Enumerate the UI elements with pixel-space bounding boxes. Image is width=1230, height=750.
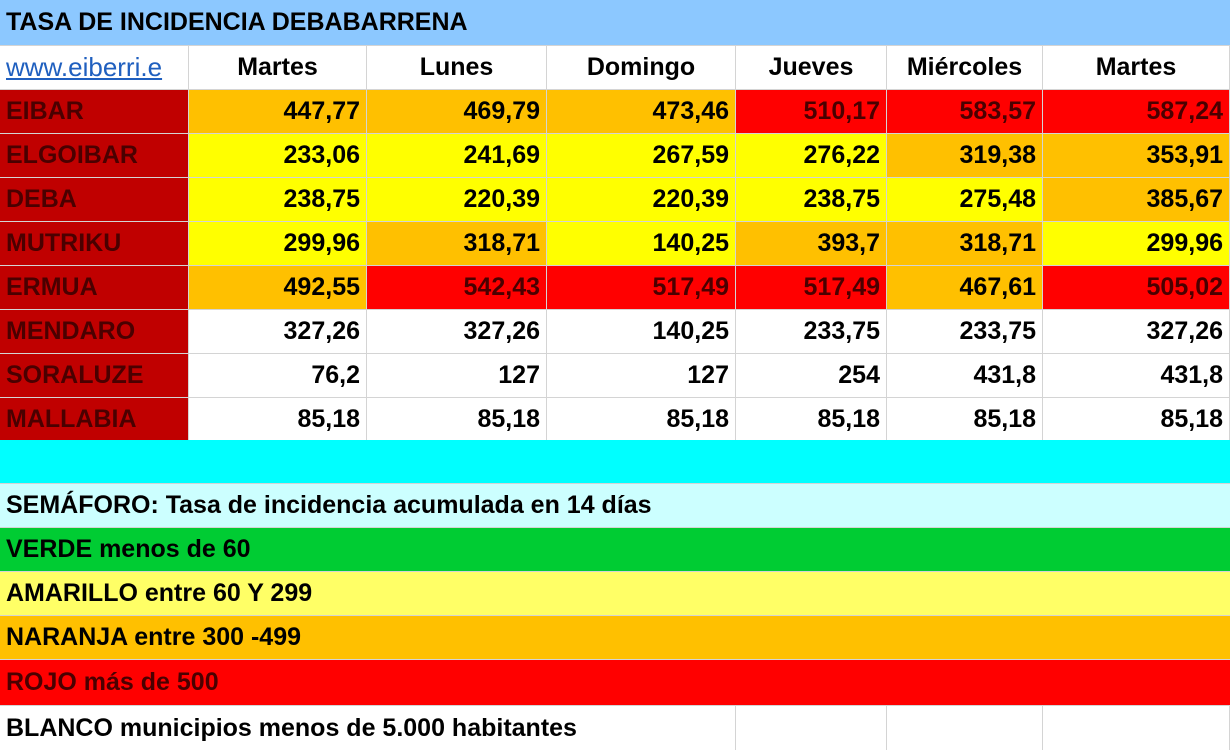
municipality-name: MENDARO [0, 310, 189, 354]
incidence-value: 85,18 [736, 398, 887, 442]
table-row: ERMUA 492,55 542,43 517,49 517,49 467,61 505,0… [0, 266, 1230, 310]
table-row: DEBA 238,75 220,39 220,39 238,75 275,48 385,67 [0, 178, 1230, 222]
legend-naranja-text: NARANJA entre 300 -499 [6, 623, 302, 651]
table-row: EIBAR 447,77 469,79 473,46 510,17 583,57 587,2… [0, 90, 1230, 134]
table-row: SORALUZE 76,2 127 127 254 431,8 431,8 [0, 354, 1230, 398]
incidence-value: 583,57 [887, 90, 1043, 134]
incidence-value: 85,18 [547, 398, 736, 442]
empty-cell [887, 706, 1043, 750]
day-header: Lunes [367, 46, 547, 90]
legend-rojo-text: ROJO más de 500 [6, 668, 219, 696]
separator-row [0, 440, 1230, 484]
day-header: Jueves [736, 46, 887, 90]
incidence-value: 85,18 [887, 398, 1043, 442]
legend-naranja: NARANJA entre 300 -499 [0, 616, 1230, 660]
incidence-value: 233,75 [887, 310, 1043, 354]
incidence-value: 319,38 [887, 134, 1043, 178]
incidence-value: 431,8 [887, 354, 1043, 398]
incidence-value: 220,39 [367, 178, 547, 222]
legend-verde-text: VERDE menos de 60 [6, 535, 251, 563]
legend-blanco-text: BLANCO municipios menos de 5.000 habitan… [0, 706, 736, 750]
incidence-value: 299,96 [189, 222, 367, 266]
legend-verde: VERDE menos de 60 [0, 528, 1230, 572]
municipality-name: MALLABIA [0, 398, 189, 442]
legend-amarillo-text: AMARILLO entre 60 Y 299 [6, 579, 313, 607]
incidence-value: 492,55 [189, 266, 367, 310]
municipality-name: MUTRIKU [0, 222, 189, 266]
incidence-value: 393,7 [736, 222, 887, 266]
header-row: www.eiberri.e Martes Lunes Domingo Jueve… [0, 46, 1230, 90]
source-link-cell[interactable]: www.eiberri.e [0, 46, 189, 90]
legend-semaforo-text: SEMÁFORO: Tasa de incidencia acumulada e… [6, 491, 652, 519]
day-header: Martes [189, 46, 367, 90]
day-header: Miércoles [887, 46, 1043, 90]
municipality-name: ERMUA [0, 266, 189, 310]
incidence-value: 238,75 [189, 178, 367, 222]
incidence-value: 385,67 [1043, 178, 1230, 222]
day-header: Martes [1043, 46, 1230, 90]
municipality-name: SORALUZE [0, 354, 189, 398]
empty-cell [736, 706, 887, 750]
incidence-value: 587,24 [1043, 90, 1230, 134]
table-row: MUTRIKU 299,96 318,71 140,25 393,7 318,71 299,… [0, 222, 1230, 266]
municipality-name: EIBAR [0, 90, 189, 134]
incidence-value: 473,46 [547, 90, 736, 134]
incidence-value: 85,18 [367, 398, 547, 442]
empty-cell [1043, 706, 1230, 750]
legend-blanco: BLANCO municipios menos de 5.000 habitan… [0, 706, 1230, 750]
incidence-value: 327,26 [367, 310, 547, 354]
incidence-value: 542,43 [367, 266, 547, 310]
incidence-value: 127 [367, 354, 547, 398]
legend-amarillo: AMARILLO entre 60 Y 299 [0, 572, 1230, 616]
incidence-value: 85,18 [189, 398, 367, 442]
municipality-name: DEBA [0, 178, 189, 222]
legend-semaforo: SEMÁFORO: Tasa de incidencia acumulada e… [0, 484, 1230, 528]
incidence-value: 276,22 [736, 134, 887, 178]
incidence-value: 76,2 [189, 354, 367, 398]
incidence-value: 469,79 [367, 90, 547, 134]
incidence-value: 517,49 [736, 266, 887, 310]
municipality-name: ELGOIBAR [0, 134, 189, 178]
source-link[interactable]: www.eiberri.e [6, 52, 163, 82]
incidence-value: 238,75 [736, 178, 887, 222]
incidence-value: 254 [736, 354, 887, 398]
incidence-value: 85,18 [1043, 398, 1230, 442]
incidence-value: 241,69 [367, 134, 547, 178]
table-row: ELGOIBAR 233,06 241,69 267,59 276,22 319,38 35… [0, 134, 1230, 178]
incidence-value: 233,75 [736, 310, 887, 354]
incidence-value: 275,48 [887, 178, 1043, 222]
day-header: Domingo [547, 46, 736, 90]
incidence-value: 517,49 [547, 266, 736, 310]
incidence-value: 233,06 [189, 134, 367, 178]
legend-rojo: ROJO más de 500 [0, 660, 1230, 706]
table-row: MENDARO 327,26 327,26 140,25 233,75 233,75 327… [0, 310, 1230, 354]
incidence-value: 267,59 [547, 134, 736, 178]
incidence-value: 318,71 [887, 222, 1043, 266]
table-title: TASA DE INCIDENCIA DEBABARRENA [6, 8, 468, 36]
incidence-value: 318,71 [367, 222, 547, 266]
incidence-value: 353,91 [1043, 134, 1230, 178]
incidence-value: 140,25 [547, 310, 736, 354]
incidence-value: 467,61 [887, 266, 1043, 310]
incidence-value: 127 [547, 354, 736, 398]
incidence-value: 220,39 [547, 178, 736, 222]
incidence-value: 510,17 [736, 90, 887, 134]
incidence-value: 299,96 [1043, 222, 1230, 266]
table-row: MALLABIA 85,18 85,18 85,18 85,18 85,18 85,18 [0, 398, 1230, 442]
incidence-value: 140,25 [547, 222, 736, 266]
incidence-value: 327,26 [189, 310, 367, 354]
table-title-row: TASA DE INCIDENCIA DEBABARRENA [0, 0, 1230, 46]
incidence-value: 447,77 [189, 90, 367, 134]
incidence-value: 327,26 [1043, 310, 1230, 354]
incidence-value: 431,8 [1043, 354, 1230, 398]
incidence-value: 505,02 [1043, 266, 1230, 310]
